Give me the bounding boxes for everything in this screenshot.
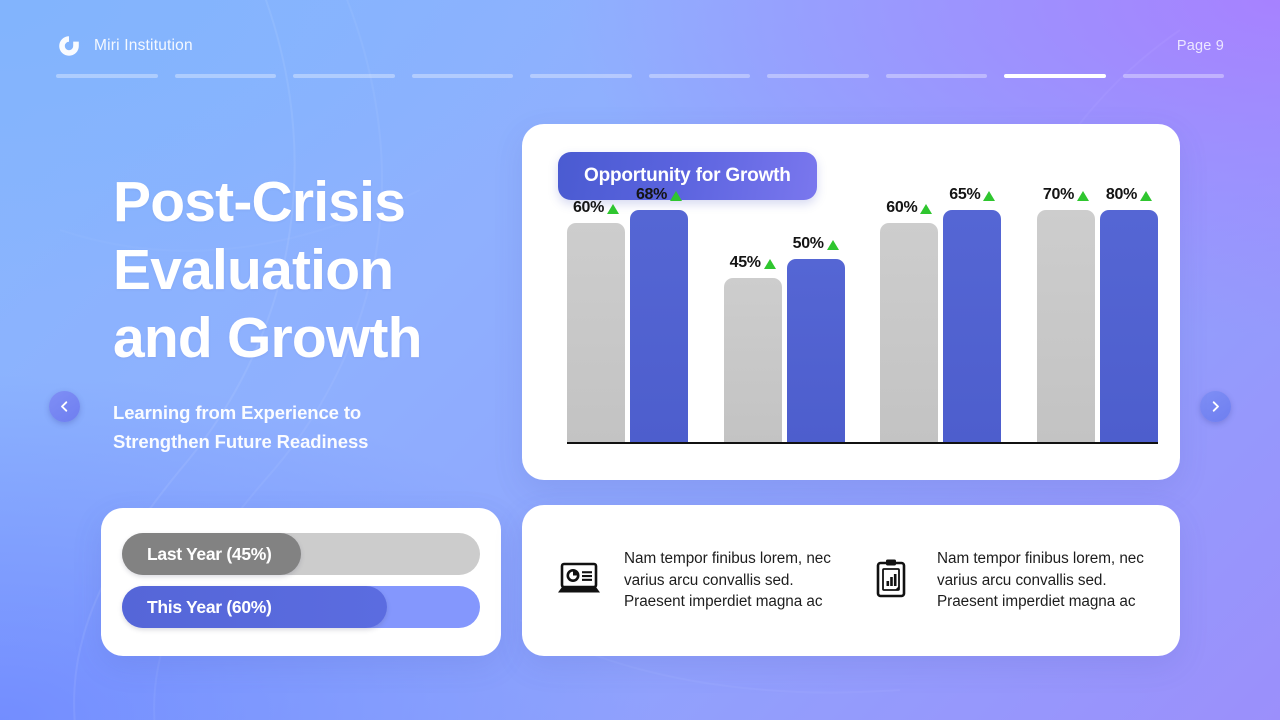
notes-card: Nam tempor finibus lorem, nec varius arc… — [522, 505, 1180, 656]
brand-name: Miri Institution — [94, 37, 193, 54]
bar-item[interactable]: 65% — [943, 186, 1002, 442]
slide-progress-track[interactable] — [56, 74, 1224, 78]
page-subtitle: Learning from Experience to Strengthen F… — [113, 398, 533, 456]
triangle-up-icon — [1077, 191, 1090, 201]
clipboard-chart-icon — [869, 556, 915, 602]
note-item: Nam tempor finibus lorem, nec varius arc… — [869, 548, 1146, 613]
bar-value-label: 80% — [1105, 186, 1153, 204]
progress-segment[interactable] — [174, 74, 276, 78]
note-text: Nam tempor finibus lorem, nec varius arc… — [937, 550, 1144, 611]
bar-value-label: 45% — [730, 254, 776, 272]
bar-prev[interactable] — [880, 223, 939, 442]
progress-segment[interactable] — [885, 74, 987, 78]
bar-item[interactable]: 70% — [1036, 186, 1095, 442]
triangle-up-icon — [1140, 191, 1153, 201]
next-slide-button[interactable] — [1200, 391, 1231, 422]
progress-segment[interactable] — [1122, 74, 1224, 78]
bar-curr[interactable] — [786, 259, 845, 442]
triangle-up-icon — [983, 191, 996, 201]
bar-item[interactable]: 60% — [880, 186, 939, 442]
bar-value-label: 50% — [793, 235, 839, 253]
bar-value-label: 70% — [1042, 186, 1090, 204]
legend-label: Last Year (45%) — [147, 543, 272, 564]
progress-segment[interactable] — [411, 74, 513, 78]
note-text: Nam tempor finibus lorem, nec varius arc… — [624, 550, 831, 611]
bar-value-text: 60% — [886, 199, 918, 216]
bar-group: 60% 65% — [880, 186, 1002, 442]
page-title-line: Evaluation — [113, 238, 394, 302]
bar-item[interactable]: 80% — [1099, 186, 1158, 442]
page-title-line: Post-Crisis — [113, 170, 406, 234]
triangle-up-icon — [920, 204, 933, 214]
triangle-up-icon — [826, 240, 839, 250]
miri-logo-icon — [56, 33, 82, 59]
progress-segment[interactable] — [56, 74, 158, 78]
hero-block: Post-Crisis Evaluation and Growth Learni… — [113, 168, 533, 456]
legend-row-last-year[interactable]: Last Year (45%) — [122, 533, 480, 575]
progress-segment[interactable] — [767, 74, 869, 78]
triangle-up-icon — [670, 191, 683, 201]
bar-prev[interactable] — [1036, 210, 1095, 442]
brand: Miri Institution — [56, 33, 193, 59]
legend-rows: Last Year (45%) This Year (60%) — [122, 533, 480, 639]
comparison-legend-card: Last Year (45%) This Year (60%) — [101, 508, 501, 656]
chart-card: Opportunity for Growth 60% 68% — [522, 124, 1180, 480]
bar-item[interactable]: 68% — [630, 186, 688, 442]
bar-item[interactable]: 45% — [723, 186, 782, 442]
legend-row-this-year[interactable]: This Year (60%) — [122, 586, 480, 628]
page-title: Post-Crisis Evaluation and Growth — [113, 168, 533, 372]
triangle-up-icon — [763, 259, 776, 269]
bar-item[interactable]: 50% — [786, 186, 845, 442]
bar-value-text: 60% — [572, 199, 605, 216]
bar-value-label: 68% — [635, 186, 683, 204]
page-subtitle-line: Strengthen Future Readiness — [113, 431, 369, 452]
chevron-left-icon — [58, 400, 71, 413]
page-subtitle-line: Learning from Experience to — [113, 402, 362, 423]
chart-title-badge: Opportunity for Growth — [558, 152, 817, 200]
bar-value-label: 60% — [572, 199, 620, 217]
note-item: Nam tempor finibus lorem, nec varius arc… — [556, 548, 833, 613]
chevron-right-icon — [1209, 400, 1222, 413]
bar-value-text: 70% — [1042, 186, 1075, 203]
laptop-chart-icon — [556, 556, 602, 602]
bar-group: 70% 80% — [1036, 186, 1158, 442]
bar-value-text: 50% — [792, 235, 824, 252]
bar-value-label: 65% — [949, 186, 996, 204]
bar-curr[interactable] — [630, 210, 688, 442]
bar-value-text: 65% — [949, 186, 981, 203]
bar-chart: 60% 68% — [567, 186, 1158, 466]
progress-segment[interactable] — [293, 74, 395, 78]
top-bar: Miri Institution Page 9 — [0, 0, 1280, 86]
bar-curr[interactable] — [1099, 210, 1158, 442]
bar-groups: 60% 68% — [567, 186, 1158, 442]
page-label: Page 9 — [1176, 38, 1224, 54]
bar-group: 45% 50% — [723, 186, 845, 442]
progress-segment[interactable] — [530, 74, 632, 78]
prev-slide-button[interactable] — [49, 391, 80, 422]
progress-segment[interactable] — [648, 74, 750, 78]
legend-label: This Year (60%) — [147, 596, 272, 617]
bar-group: 60% 68% — [567, 186, 688, 442]
bar-value-text: 45% — [729, 254, 761, 271]
bar-item[interactable]: 60% — [567, 186, 625, 442]
page-title-line: and Growth — [113, 306, 422, 370]
bar-value-label: 60% — [886, 199, 933, 217]
chart-baseline-axis — [567, 442, 1158, 444]
notes-list: Nam tempor finibus lorem, nec varius arc… — [522, 505, 1180, 656]
bar-value-text: 68% — [635, 186, 668, 203]
bar-value-text: 80% — [1105, 186, 1138, 203]
bar-curr[interactable] — [943, 210, 1002, 442]
bar-prev[interactable] — [567, 223, 625, 442]
legend-fill: This Year (60%) — [122, 586, 387, 628]
legend-fill: Last Year (45%) — [122, 533, 301, 575]
progress-segment-active[interactable] — [1004, 74, 1106, 78]
bar-prev[interactable] — [723, 278, 782, 442]
triangle-up-icon — [607, 204, 620, 214]
